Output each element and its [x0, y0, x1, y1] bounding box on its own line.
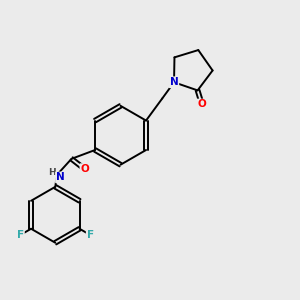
- Text: N: N: [56, 172, 65, 182]
- Text: H: H: [48, 168, 55, 177]
- Text: N: N: [170, 77, 178, 87]
- Text: O: O: [80, 164, 89, 174]
- Text: O: O: [197, 100, 206, 110]
- Text: F: F: [17, 230, 24, 240]
- Text: F: F: [87, 230, 94, 240]
